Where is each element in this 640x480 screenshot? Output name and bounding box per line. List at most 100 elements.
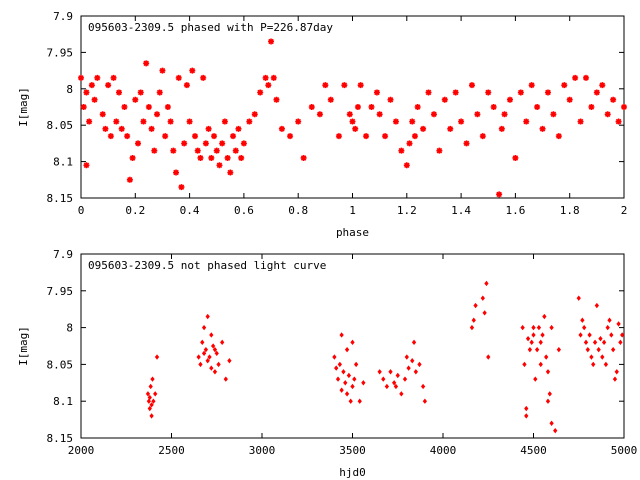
data-point [534,104,541,110]
data-point [531,324,536,331]
data-point [556,346,561,353]
data-point [148,383,153,390]
data-point [265,82,272,89]
data-point [501,111,508,118]
data-point [83,162,90,169]
data-point [354,104,361,110]
data-point [578,332,583,338]
data-point [534,346,540,353]
data-point [539,125,546,132]
data-point [544,89,551,96]
data-point [417,361,422,368]
data-point [91,96,98,103]
data-point [194,147,201,154]
data-point [200,339,205,346]
data-point [468,82,475,89]
x-tick-label: 0.8 [288,204,308,217]
data-point [308,104,315,110]
data-point [135,140,142,147]
data-point [150,376,155,382]
data-point [164,104,171,110]
y-tick-label: 8.1 [53,156,73,169]
data-point [227,358,232,364]
data-point [363,133,370,140]
data-point [582,324,587,331]
data-point [300,154,307,161]
data-point [227,169,234,176]
y-tick-label: 8 [66,83,73,96]
x-tick-label: 3000 [249,444,276,457]
data-point [585,346,590,353]
x-tick-label: 2000 [68,444,95,457]
data-point [404,354,409,360]
y-axis-label: I[mag] [17,87,30,127]
data-point [129,154,136,161]
data-point [414,104,421,110]
data-point [420,383,426,390]
data-point [490,104,497,110]
data-point [536,324,542,331]
data-point [212,346,218,353]
data-point [555,133,562,140]
data-point [524,405,529,412]
data-point [262,74,269,81]
data-point [178,184,185,191]
data-point [547,391,552,397]
data-point [572,74,579,81]
data-point [148,125,155,132]
y-tick-label: 8.15 [47,432,74,445]
data-point [604,111,611,118]
data-point [353,361,359,368]
x-tick-label: 1.6 [505,204,525,217]
data-point [211,133,218,140]
data-point [124,133,131,140]
data-point [346,372,352,379]
data-point [80,104,87,110]
data-point [406,140,413,147]
data-point [153,391,158,397]
data-point [105,82,112,89]
data-point [382,133,389,140]
data-point [549,420,554,426]
data-point [344,346,350,353]
data-point [540,332,545,338]
data-point [376,111,383,118]
data-point [593,89,600,96]
data-point [159,67,166,74]
data-point [332,354,337,360]
data-point [132,96,139,103]
data-point [154,111,161,118]
data-point [192,133,199,140]
data-point [524,413,529,419]
data-point [322,82,329,89]
data-point [162,133,169,140]
data-point [205,358,210,364]
data-point [384,383,390,390]
data-point [118,125,125,132]
data-point [542,313,547,320]
chart-2: 2000 2500 3000 3500 4000 4500 5000 7.9 7.95 8 8.05… [17,248,637,479]
data-point [474,111,481,118]
data-point [350,383,355,390]
data-point [410,358,415,364]
x-tick-label: 0.4 [180,204,200,217]
data-point [482,310,487,316]
data-point [94,74,101,81]
data-point [566,96,573,103]
data-point [411,339,417,346]
data-point [339,332,344,338]
data-point [145,391,151,397]
data-point [598,335,603,342]
data-point [216,162,223,169]
data-point [545,398,551,404]
x-tick-label: 1.8 [560,204,580,217]
data-point [113,118,120,125]
data-point [361,380,366,386]
data-point [205,125,212,132]
x-tick-label: 0.6 [234,204,254,217]
data-point [399,391,404,397]
data-point [614,369,619,375]
data-point [441,96,448,103]
data-point [341,82,348,89]
